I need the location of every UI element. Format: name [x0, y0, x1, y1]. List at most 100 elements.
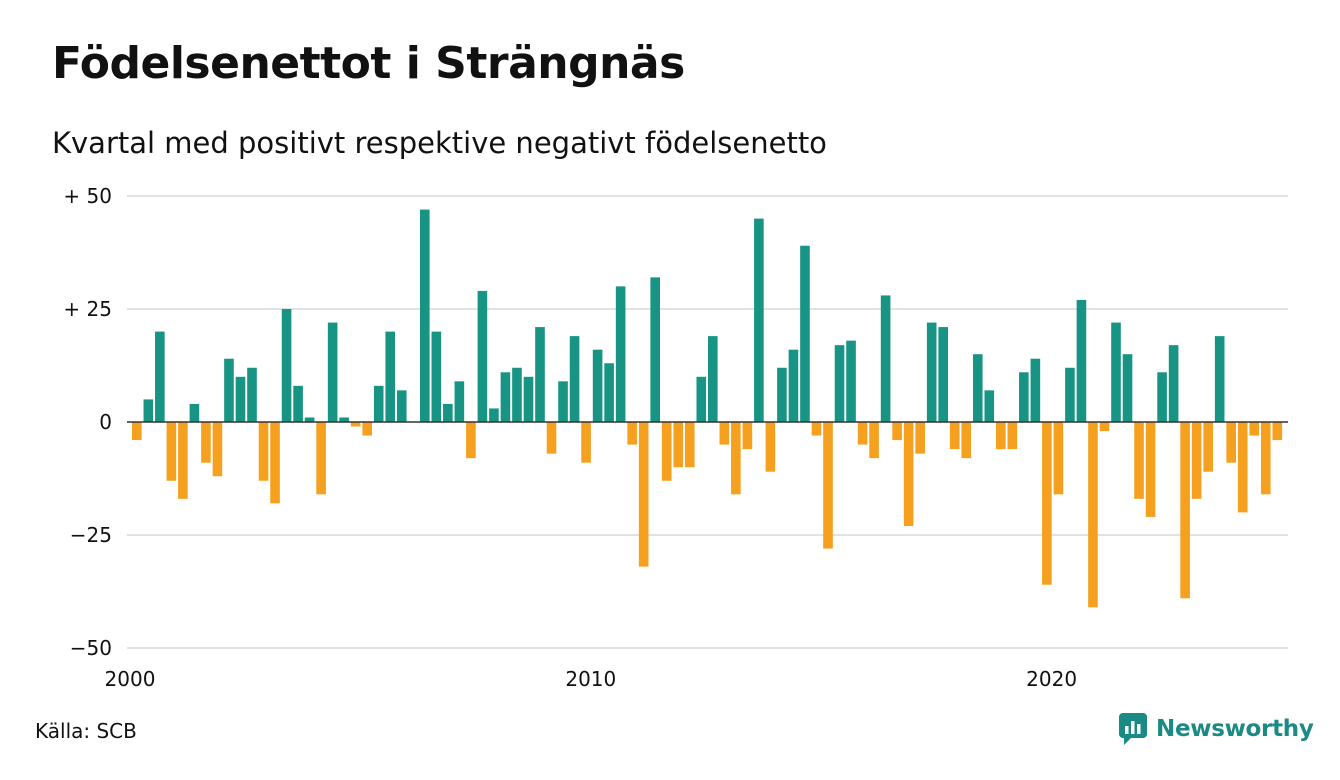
bar-negative	[627, 422, 637, 445]
newsworthy-logo-icon	[1119, 713, 1147, 745]
bar-positive	[189, 403, 200, 422]
bar-negative	[742, 422, 753, 450]
bar-positive	[235, 376, 246, 422]
x-tick-label: 2000	[105, 667, 156, 691]
bar-positive	[604, 363, 614, 422]
y-axis-labels: + 50 + 25 0 −25 −50	[63, 184, 112, 660]
bar-negative	[258, 422, 269, 481]
bar-negative	[719, 422, 730, 445]
y-tick-label: −25	[70, 523, 112, 547]
bar-negative	[1088, 422, 1098, 608]
bar-negative	[996, 422, 1006, 450]
bar-negative	[661, 422, 672, 481]
bar-positive	[926, 322, 937, 422]
bar-positive	[247, 367, 257, 422]
bar-positive	[788, 349, 799, 422]
bar-positive	[650, 277, 660, 422]
bar-positive	[373, 385, 384, 422]
bar-negative	[892, 422, 902, 441]
bar-positive	[984, 390, 995, 422]
bar-positive	[1168, 345, 1179, 422]
bar-positive	[396, 390, 407, 422]
bar-negative	[546, 422, 557, 454]
chart-subtitle: Kvartal med positivt respektive negativt…	[52, 126, 827, 160]
bar-negative	[1237, 422, 1248, 513]
bar-positive	[489, 408, 499, 422]
bar-positive	[880, 295, 891, 422]
bar-positive	[1076, 299, 1087, 422]
bar-positive	[477, 290, 488, 422]
bar-positive	[800, 245, 810, 422]
bar-negative	[949, 422, 960, 450]
bar-positive	[569, 336, 580, 422]
bar-negative	[1226, 422, 1236, 463]
bar-positive	[523, 376, 534, 422]
bar-negative	[201, 422, 211, 463]
bar-positive	[535, 327, 545, 422]
brand-name: Newsworthy	[1156, 716, 1314, 742]
bar-negative	[638, 422, 649, 567]
bar-negative	[869, 422, 879, 459]
bar-positive	[155, 331, 165, 422]
bar-positive	[938, 327, 948, 422]
bar-positive	[558, 381, 568, 422]
bar-positive	[443, 403, 453, 422]
y-tick-label: −50	[70, 636, 112, 660]
bar-positive	[834, 345, 845, 422]
bar-positive	[615, 286, 626, 422]
bar-positive	[143, 399, 154, 422]
bar-negative	[811, 422, 822, 436]
x-tick-label: 2020	[1026, 667, 1077, 691]
bar-positive	[500, 372, 511, 422]
x-tick-label: 2010	[565, 667, 616, 691]
bar-positive	[281, 309, 292, 422]
bar-positive	[696, 376, 707, 422]
bar-negative	[961, 422, 972, 459]
bar-positive	[339, 417, 349, 422]
source-note: Källa: SCB	[35, 719, 137, 743]
bar-negative	[166, 422, 177, 481]
bar-positive	[1214, 336, 1225, 422]
bar-negative	[765, 422, 776, 472]
bar-negative	[270, 422, 280, 504]
bar-positive	[293, 385, 303, 422]
bar-positive	[846, 340, 856, 422]
bar-negative	[132, 422, 142, 441]
bar-positive	[592, 349, 603, 422]
bar-negative	[903, 422, 914, 526]
bar-positive	[754, 218, 764, 422]
bar-negative	[1145, 422, 1156, 517]
bar-positive	[420, 209, 430, 422]
bar-negative	[1180, 422, 1190, 599]
bar-negative	[1249, 422, 1260, 436]
y-tick-label: 0	[99, 410, 112, 434]
bar-positive	[385, 331, 396, 422]
bar-positive	[327, 322, 338, 422]
bar-negative	[212, 422, 223, 477]
bar-negative	[1053, 422, 1064, 495]
bar-negative	[731, 422, 741, 495]
bars	[132, 209, 1283, 608]
bar-negative	[915, 422, 925, 454]
bar-negative	[178, 422, 188, 499]
bar-negative	[1134, 422, 1144, 499]
bar-positive	[708, 336, 718, 422]
brand-logo-group[interactable]: Newsworthy	[1118, 712, 1314, 746]
bar-positive	[454, 381, 465, 422]
x-axis-labels: 2000 2010 2020	[105, 667, 1078, 691]
bar-positive	[1065, 367, 1075, 422]
bar-negative	[684, 422, 695, 468]
bar-negative	[350, 422, 361, 427]
bar-negative	[1099, 422, 1110, 432]
y-tick-label: + 50	[63, 184, 112, 208]
bar-negative	[581, 422, 591, 463]
bar-positive	[1030, 358, 1041, 422]
bar-positive	[224, 358, 234, 422]
bar-negative	[857, 422, 868, 445]
bar-negative	[1203, 422, 1213, 472]
bar-negative	[466, 422, 476, 459]
bar-positive	[1122, 354, 1133, 422]
bar-positive	[777, 367, 787, 422]
bar-chart: + 50 + 25 0 −25 −50 2000 2010 2020	[63, 184, 1288, 691]
bar-negative	[362, 422, 372, 436]
